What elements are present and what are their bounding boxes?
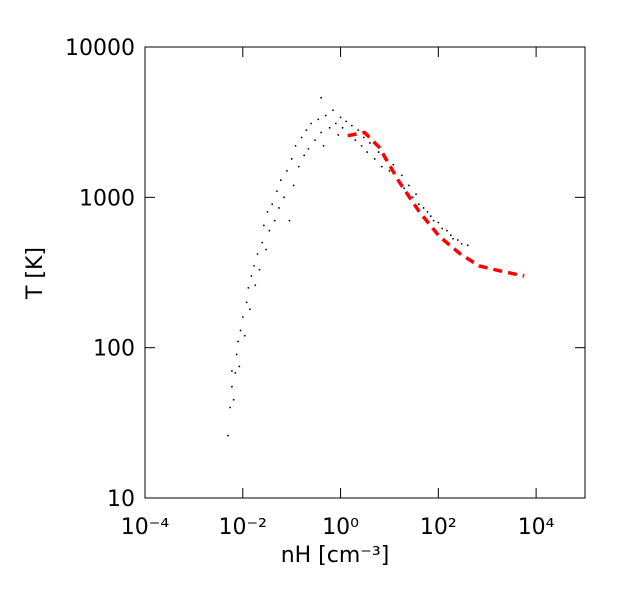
scatter-point [239, 329, 242, 332]
scatter-point [377, 151, 380, 153]
x-tick-label: 10⁻² [219, 515, 267, 540]
scatter-point [357, 129, 360, 132]
scatter-point [290, 158, 293, 160]
scatter-point [345, 120, 348, 123]
scatter-point [422, 207, 425, 209]
scatter-point [292, 184, 295, 187]
scatter-point [446, 229, 448, 232]
scatter-point [254, 284, 257, 287]
scatter-point [276, 190, 278, 193]
scatter-point [334, 122, 337, 125]
scatter-point [261, 241, 264, 244]
scatter-point [460, 243, 463, 245]
scatter-point [265, 248, 268, 251]
scatter-point [407, 184, 410, 187]
y-axis-label: T [K] [23, 247, 48, 300]
scatter-point [310, 122, 313, 125]
scatter-point [339, 116, 342, 119]
model-line [347, 130, 525, 278]
scatter-point [243, 334, 246, 337]
scatter-point [297, 165, 300, 168]
scatter-point [249, 308, 251, 311]
x-tick-label: 10² [420, 515, 457, 540]
scatter-point [332, 109, 334, 112]
y-tick-label: 1000 [79, 186, 135, 211]
scatter-point [234, 371, 237, 374]
plot-frame [144, 46, 586, 499]
scatter-point [441, 227, 444, 230]
scatter-point [401, 174, 403, 177]
scatter-point [256, 253, 259, 255]
scatter-point [415, 193, 417, 196]
scatter-point [456, 239, 459, 241]
scatter-point [237, 340, 239, 343]
scatter-point [227, 434, 229, 437]
scatter-point [271, 203, 274, 206]
scatter-point [320, 96, 323, 99]
y-tick-label: 10000 [65, 36, 135, 61]
scatter-point [231, 370, 233, 372]
scatter-point [362, 136, 365, 139]
scatter-point [411, 196, 414, 199]
scatter-point [286, 169, 288, 172]
scatter-point [268, 229, 271, 232]
scatter-point [266, 211, 269, 213]
scatter-point [350, 124, 353, 127]
scatter-point [328, 126, 331, 129]
scatter-point [452, 237, 454, 240]
scatter-point [235, 353, 238, 356]
scatter-point [354, 139, 357, 142]
scatter-point [449, 234, 452, 237]
scatter-point [324, 114, 327, 117]
x-tick-label: 10⁰ [322, 515, 359, 540]
scatter-point [232, 398, 235, 401]
scatter-point [432, 219, 435, 222]
scatter-point [305, 129, 308, 132]
scatter-point [241, 316, 244, 318]
scatter-point [300, 136, 303, 139]
scatter-point [273, 219, 276, 222]
scatter-point [231, 385, 233, 388]
scatter-point [341, 126, 344, 129]
scatter-point [279, 179, 282, 182]
scatter-point [307, 147, 310, 150]
scatter-point [322, 144, 325, 147]
scatter-point [288, 219, 291, 222]
x-tick-label: 10⁻⁴ [121, 515, 170, 540]
scatter-point [403, 187, 406, 190]
scatter-point [303, 154, 306, 157]
scatter-point [283, 196, 285, 199]
scatter-point [258, 268, 261, 271]
scatter-point [380, 165, 383, 168]
scatter-point [294, 144, 297, 147]
scatter-point [245, 301, 248, 304]
x-axis-label: nH [cm⁻³] [281, 543, 390, 568]
scatter-point [238, 365, 241, 368]
scatter-point [426, 211, 429, 213]
scatter-point [429, 215, 432, 218]
scatter-point [417, 203, 420, 206]
scatter-point [278, 207, 280, 209]
scatter-point [373, 158, 376, 160]
scatter-point [366, 151, 369, 153]
scatter-point [229, 406, 231, 409]
scatter-point [392, 163, 395, 166]
y-tick-label: 10 [107, 487, 135, 512]
scatter-point [314, 139, 316, 142]
scatter-point [320, 131, 323, 134]
scatter-point [317, 118, 320, 121]
scatter-point [337, 134, 340, 136]
scatter-point [437, 221, 440, 224]
scatter-point [466, 244, 469, 247]
scatter-point [247, 286, 250, 289]
scatter-point [262, 224, 265, 227]
scatter-point [388, 169, 391, 172]
scatter-point [369, 142, 371, 144]
y-tick-label: 100 [93, 337, 135, 362]
scatter-point [253, 264, 255, 267]
x-tick-label: 10⁴ [518, 515, 555, 540]
scatter-point [360, 144, 363, 147]
scatter-point [250, 275, 253, 277]
